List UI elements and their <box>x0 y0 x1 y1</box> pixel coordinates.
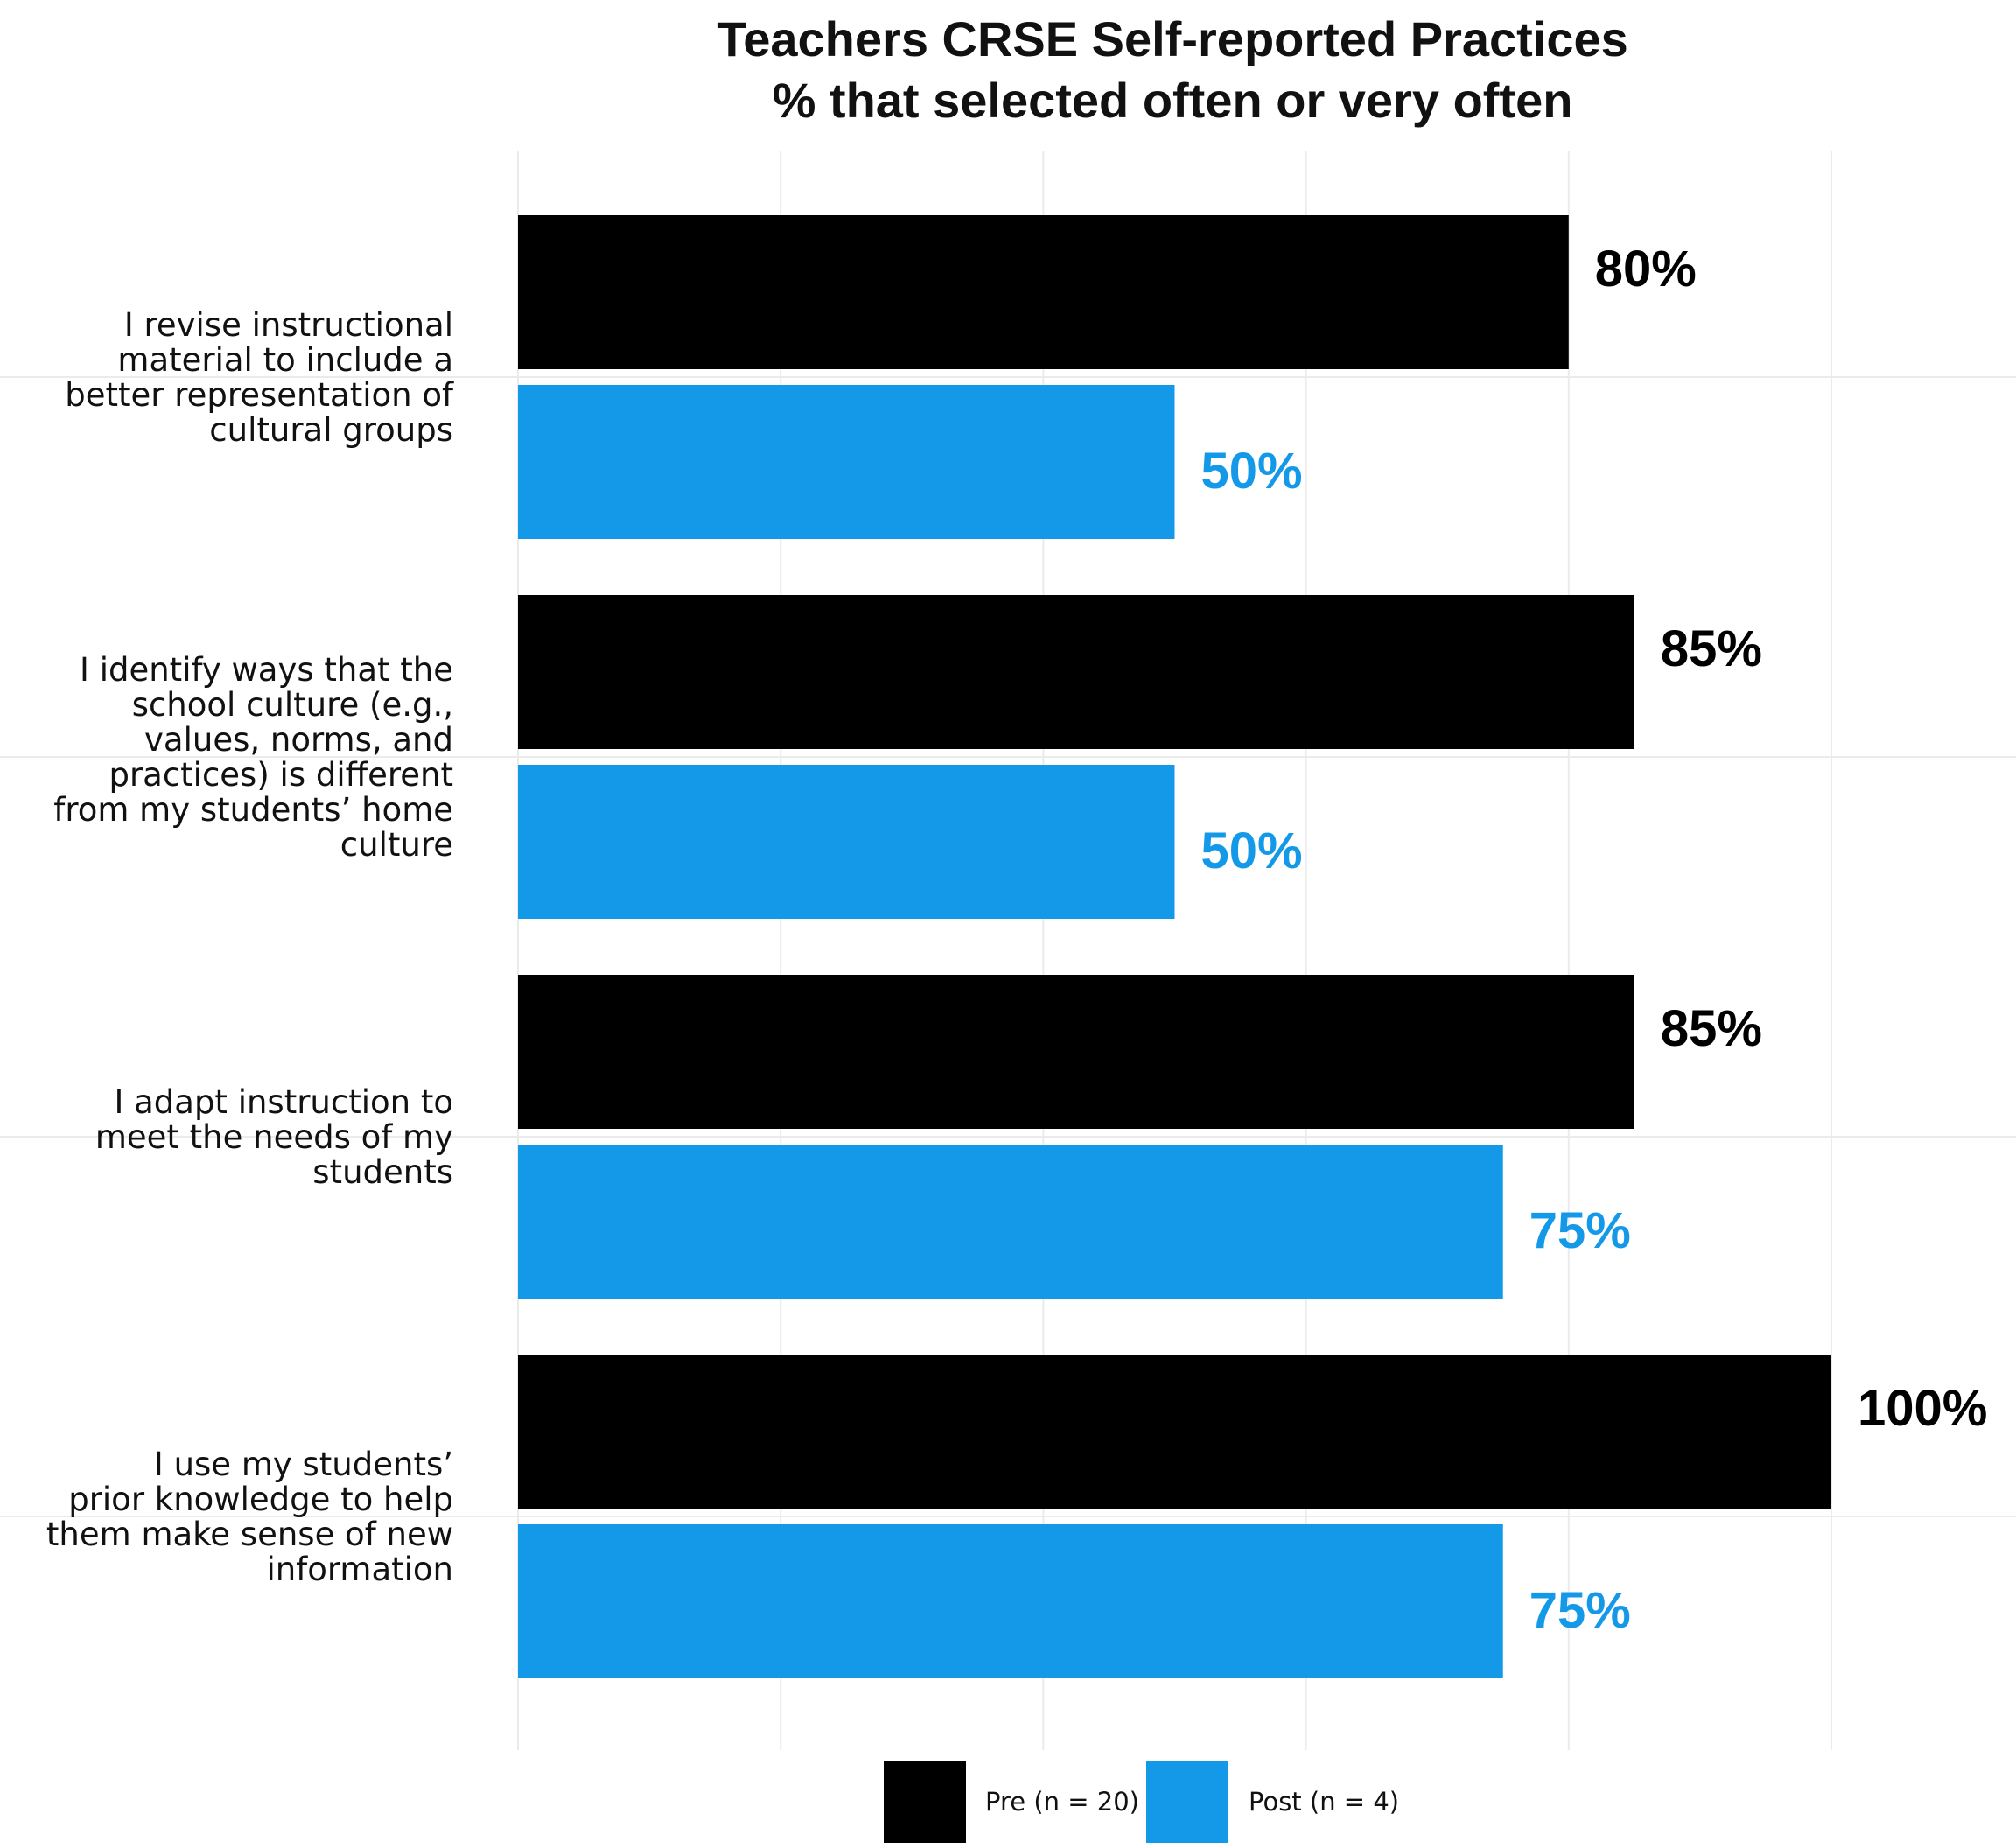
bar <box>518 1524 1503 1678</box>
category-label-line: practices) is different <box>108 756 453 794</box>
category-label-line: prior knowledge to help <box>68 1480 453 1518</box>
category-label-line: school culture (e.g., <box>132 686 453 724</box>
chart-title: Teachers CRSE Self-reported Practices % t… <box>717 11 1628 128</box>
category-label-line: information <box>266 1550 453 1588</box>
legend-item: Pre (n = 20) <box>884 1760 1139 1843</box>
bar <box>518 1144 1503 1298</box>
category-label-line: them make sense of new <box>46 1516 453 1553</box>
chart-title-line: Teachers CRSE Self-reported Practices <box>717 11 1628 66</box>
legend-swatch <box>1146 1760 1228 1843</box>
legend-item: Post (n = 4) <box>1146 1760 1399 1843</box>
bar <box>518 765 1175 919</box>
legend: Pre (n = 20) Post (n = 4) <box>884 1760 1399 1843</box>
legend-label: Pre (n = 20) <box>985 1787 1139 1816</box>
data-label: 75% <box>1530 1582 1631 1639</box>
category-label-line: from my students’ home <box>53 791 453 829</box>
bar <box>518 215 1569 369</box>
category-label-line: I adapt instruction to <box>114 1083 453 1121</box>
data-label: 85% <box>1661 620 1762 677</box>
category-label-line: students <box>312 1153 453 1191</box>
category-label-line: cultural groups <box>209 411 453 449</box>
data-label: 80% <box>1595 241 1697 298</box>
category-label-line: values, norms, and <box>144 721 453 759</box>
category-label-line: I use my students’ <box>154 1446 453 1483</box>
category-label-line: material to include a <box>117 341 453 379</box>
bars <box>518 215 1831 1678</box>
bar <box>518 1354 1831 1508</box>
legend-label: Post (n = 4) <box>1249 1787 1399 1816</box>
data-label: 100% <box>1858 1380 1987 1437</box>
category-label-line: better representation of <box>65 376 454 414</box>
data-label: 75% <box>1530 1202 1631 1259</box>
category-label-line: meet the needs of my <box>95 1118 453 1156</box>
category-label-line: I revise instructional <box>124 306 453 344</box>
category-label-line: culture <box>340 826 453 864</box>
bar <box>518 385 1175 539</box>
category-label: I use my students’prior knowledge to hel… <box>46 1446 453 1588</box>
category-label-line: I identify ways that the <box>80 651 453 689</box>
bar <box>518 975 1634 1129</box>
data-label: 50% <box>1201 443 1303 500</box>
data-label: 50% <box>1201 822 1303 879</box>
chart-title-line: % that selected often or very often <box>773 73 1573 128</box>
bar <box>518 595 1634 749</box>
data-label: 85% <box>1661 1000 1762 1057</box>
legend-swatch <box>884 1760 966 1843</box>
data-labels: 80% 50% 85% 50% 85% 75% 100% 75% <box>1201 241 1988 1639</box>
